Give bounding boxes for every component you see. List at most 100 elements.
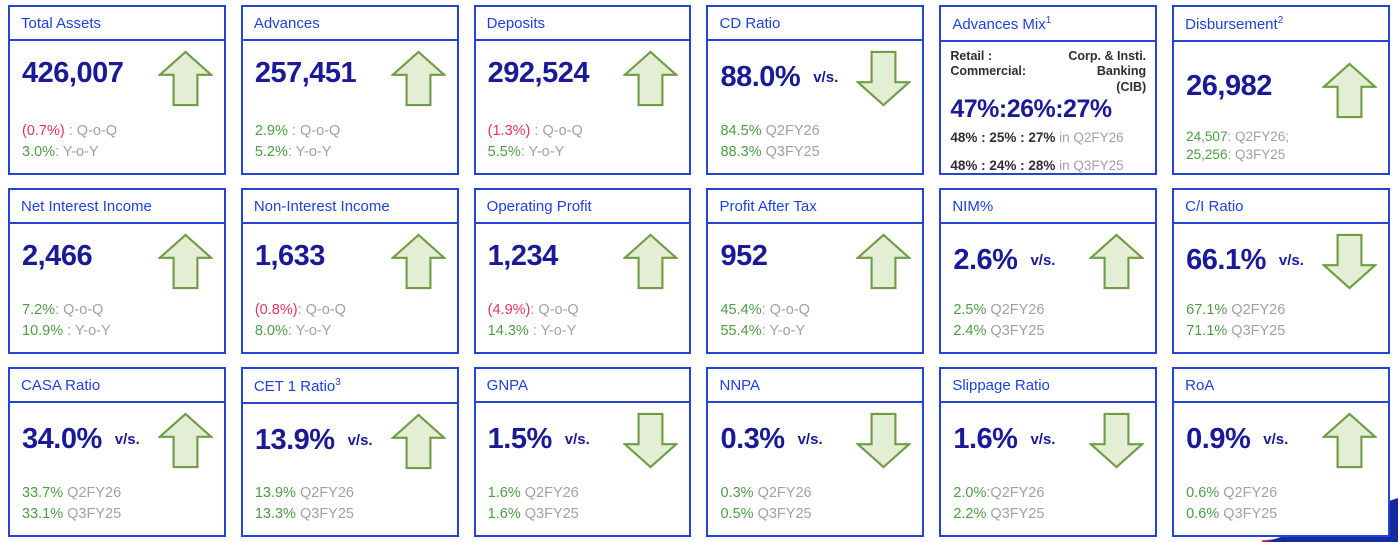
comparison-value: 2.0% [953,484,987,501]
card-title: Advances [242,7,457,41]
comparison-line: 7.2%: Q-o-Q [22,300,212,322]
up-arrow-icon [390,50,446,106]
card-title-text: RoA [1185,377,1215,394]
big-value: 426,007 [22,56,124,89]
comparison-label: Q3FY25 [761,144,820,161]
big-value: 2.6% [953,243,1018,276]
card-title: Total Assets [10,7,224,41]
card-title-text: CET 1 Ratio [253,378,336,395]
comparison-label: Q2FY26 [63,484,122,501]
up-arrow-icon [856,233,912,289]
comparison-lines: 84.5% Q2FY26 88.3% Q3FY25 [720,121,910,165]
card-body: 426,007 (0.7%) : Q-o-Q 3.0%: Y-o-Y [10,41,224,174]
card-title-text: Profit After Tax [719,198,817,215]
comparison-lines: 33.7% Q2FY26 33.1% Q3FY25 [22,483,212,527]
comparison-value: 13.9% [254,484,296,501]
vs-label: v/s. [813,68,839,86]
card-title-superscript: 2 [1277,15,1284,26]
comparison-line: (1.3%) : Q-o-Q [488,121,678,143]
big-value-row: 1.5% v/s. [488,423,678,456]
card-title-text: CASA Ratio [21,377,101,394]
comparison-line: 2.2% Q3FY25 [953,504,1143,526]
big-value: 1.5% [487,422,553,455]
comparison-value: 25,256 [1186,146,1228,162]
big-value: 47%:26%:27% [950,95,1112,124]
card-title-text: Operating Profit [486,198,592,215]
card-body: 88.0% v/s. 84.5% Q2FY26 88.3% Q3FY25 [708,41,922,174]
comparison-line: 14.3% : Y-o-Y [488,321,678,343]
card-title: Slippage Ratio [941,369,1156,403]
card-title: Profit After Tax [708,190,923,224]
mix-header: Retail : Commercial: Corp. & Insti. Banki… [950,49,1146,96]
big-value: 292,524 [487,56,590,89]
comparison-label: in Q3FY25 [1055,158,1124,174]
vs-label: v/s. [1030,251,1056,269]
kpi-card: Operating Profit 1,234 (4.9%): Q-o-Q 14.3… [473,188,692,354]
down-arrow-icon [623,412,679,468]
card-title: CD Ratio [708,7,923,41]
card-title-text: Non-Interest Income [253,198,390,215]
card-body: 257,451 2.9% : Q-o-Q 5.2%: Y-o-Y [243,41,457,174]
comparison-lines: 1.6% Q2FY26 1.6% Q3FY25 [488,483,678,527]
comparison-lines: 2.9% : Q-o-Q 5.2%: Y-o-Y [255,121,445,165]
card-title: C/I Ratio [1174,190,1388,224]
comparison-value: 5.5% [487,144,521,161]
comparison-value: 0.5% [720,506,754,523]
comparison-label: Q3FY25 [986,506,1045,523]
card-body: 2.6% v/s. 2.5% Q2FY26 2.4% Q3FY25 [941,224,1155,353]
comparison-line: 2.9% : Q-o-Q [255,121,445,143]
big-value-row: 2,466 [22,240,212,273]
comparison-value: 10.9% [22,323,64,340]
big-value: 26,982 [1186,69,1272,102]
big-value: 2,466 [22,239,93,272]
card-body: 13.9% v/s. 13.9% Q2FY26 13.3% Q3FY25 [243,404,457,536]
kpi-card: Advances 257,451 2.9% : Q-o-Q 5.2%: Y-o-Y [240,5,459,175]
comparison-label: Q2FY26 [761,122,820,139]
up-arrow-icon [157,412,213,468]
comparison-line: 0.3% Q2FY26 [720,483,910,505]
comparison-line: 2.4% Q3FY25 [953,321,1143,343]
comparison-label: : Y-o-Y [55,144,99,161]
big-value: 952 [720,239,768,272]
comparison-line: (0.8%): Q-o-Q [255,300,445,322]
comparison-value: (0.7%) [22,122,65,139]
kpi-card: CASA Ratio 34.0% v/s. 33.7% Q2FY26 33.1% … [8,367,226,537]
card-title: Deposits [475,7,690,41]
comparison-line: 84.5% Q2FY26 [720,121,910,143]
big-value: 13.9% [254,423,335,456]
card-title: NIM% [941,190,1156,224]
down-arrow-icon [856,412,912,468]
comparison-label: : Y-o-Y [528,323,577,340]
card-title-text: Net Interest Income [21,198,152,215]
comparison-value: 1.6% [487,506,521,523]
comparison-line: 13.3% Q3FY25 [255,504,445,526]
comparison-value: 24,507 [1186,128,1228,144]
card-title: NNPA [708,369,923,403]
card-title: GNPA [475,369,690,403]
big-value: 88.0% [720,60,801,93]
comparison-label: Q2FY26 [753,484,812,501]
comparison-line: 3.0%: Y-o-Y [22,142,212,164]
card-title-text: NNPA [719,377,761,394]
mix-header-right-line: Corp. & Insti. [1068,48,1147,63]
comparison-value: 8.0% [254,323,288,340]
card-title-superscript: 1 [1045,15,1052,26]
comparison-label: Q3FY25 [753,506,812,523]
comparison-line: 1.6% Q3FY25 [488,504,678,526]
big-value-row: 26,982 [1186,70,1376,103]
comparison-line: (0.7%) : Q-o-Q [22,121,212,143]
kpi-card: NIM% 2.6% v/s. 2.5% Q2FY26 2.4% Q3FY25 [939,188,1158,354]
kpi-card: Disbursement2 26,982 24,507: Q2FY26; 25,2… [1172,5,1390,175]
big-value-row: 1,633 [255,240,445,273]
kpi-card: CD Ratio 88.0% v/s. 84.5% Q2FY26 88.3% Q3… [706,5,925,175]
big-value: 1,633 [254,239,326,272]
mix-header-left: Retail : Commercial: [950,48,1027,79]
down-arrow-icon [1321,233,1377,289]
up-arrow-icon [1089,233,1145,289]
big-value-row: 0.9% v/s. [1186,423,1376,456]
comparison-line: 71.1% Q3FY25 [1186,321,1376,343]
comparison-line: 5.2%: Y-o-Y [255,142,445,164]
comparison-line: 24,507: Q2FY26; [1186,128,1376,146]
comparison-label: Q3FY25 [1227,323,1286,340]
big-value: 34.0% [22,422,102,455]
